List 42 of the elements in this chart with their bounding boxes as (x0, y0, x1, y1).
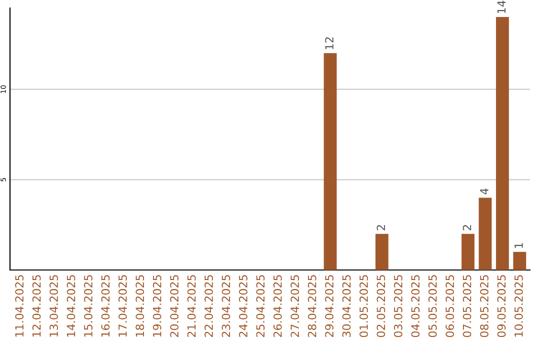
data-label: 14 (497, 0, 506, 14)
data-label: 4 (480, 188, 488, 194)
x-tick-label: 29.04.2025 (325, 275, 334, 337)
x-tick-label: 09.05.2025 (497, 275, 506, 338)
bar (478, 198, 492, 270)
bar (462, 234, 474, 270)
x-tick-label: 14.04.2025 (66, 275, 76, 337)
x-tick-label: 23.04.2025 (222, 275, 230, 337)
x-tick-label: 07.05.2025 (462, 275, 472, 338)
x-tick-label: 02.05.2025 (376, 275, 386, 338)
bar (496, 17, 509, 270)
data-label: 2 (462, 225, 472, 230)
x-tick-label: 06.05.2025 (446, 275, 454, 338)
x-tick-label: 18.04.2025 (136, 275, 144, 337)
bar (513, 252, 526, 270)
x-tick-label: 24.04.2025 (238, 275, 248, 337)
x-tick-label: 17.04.2025 (118, 275, 127, 337)
x-tick-label: 01.05.2025 (360, 275, 368, 338)
x-tick-label: 16.04.2025 (101, 275, 110, 337)
x-tick-label: 25.04.2025 (256, 275, 265, 337)
x-tick-label: 26.04.2025 (273, 275, 282, 337)
x-tick-label: 15.04.2025 (84, 275, 92, 337)
x-tick-label: 19.04.2025 (152, 275, 162, 337)
data-label: 12 (325, 37, 334, 50)
x-tick-label: 13.04.2025 (50, 275, 58, 337)
x-tick-label: 20.04.2025 (170, 275, 179, 337)
x-tick-label: 05.05.2025 (428, 275, 437, 338)
x-tick-label: 12.04.2025 (32, 275, 41, 337)
x-tick-label: 21.04.2025 (187, 275, 196, 337)
data-label: 1 (514, 243, 523, 248)
x-tick-label: 30.04.2025 (342, 275, 351, 337)
x-tick-label: 08.05.2025 (480, 275, 488, 338)
x-tick-label: 11.04.2025 (15, 275, 24, 337)
bar (324, 53, 337, 270)
x-tick-label: 27.04.2025 (290, 275, 300, 337)
x-tick-label: 10.05.2025 (514, 275, 523, 337)
x-tick-label: 28.04.2025 (308, 275, 316, 337)
bar (375, 234, 388, 270)
data-label: 2 (376, 225, 385, 230)
x-tick-label: 03.05.2025 (394, 275, 402, 338)
x-tick-label: 04.05.2025 (411, 275, 420, 338)
x-tick-label: 22.04.2025 (204, 275, 213, 337)
